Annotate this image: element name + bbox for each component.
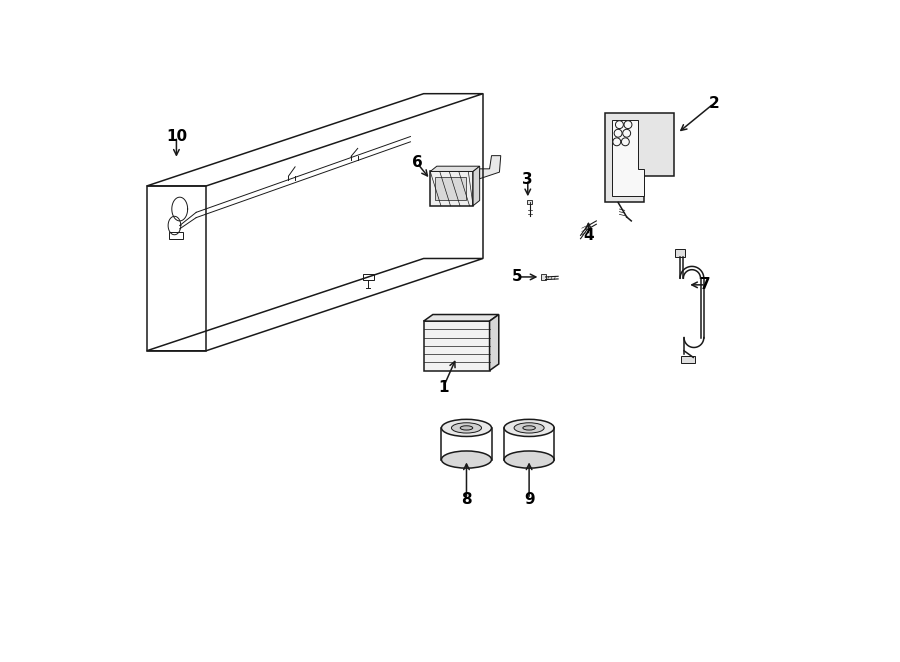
Polygon shape bbox=[611, 120, 644, 196]
Ellipse shape bbox=[441, 419, 491, 436]
Bar bbox=[430, 171, 473, 206]
Text: 6: 6 bbox=[411, 156, 422, 170]
Polygon shape bbox=[430, 166, 480, 171]
Bar bbox=[424, 321, 490, 371]
Polygon shape bbox=[473, 166, 480, 206]
Text: 9: 9 bbox=[524, 492, 535, 506]
Circle shape bbox=[624, 120, 632, 128]
Circle shape bbox=[616, 120, 624, 128]
Circle shape bbox=[614, 129, 622, 137]
Polygon shape bbox=[490, 314, 499, 371]
Ellipse shape bbox=[441, 451, 491, 468]
Text: 5: 5 bbox=[512, 269, 523, 285]
Text: 2: 2 bbox=[708, 96, 719, 111]
Polygon shape bbox=[480, 156, 500, 179]
Text: 8: 8 bbox=[461, 492, 472, 506]
Text: 7: 7 bbox=[700, 277, 711, 293]
Polygon shape bbox=[605, 113, 674, 203]
Circle shape bbox=[613, 138, 621, 146]
Circle shape bbox=[623, 129, 631, 137]
Bar bbox=[436, 177, 466, 201]
Bar bbox=[527, 200, 533, 204]
Bar bbox=[363, 273, 374, 280]
Ellipse shape bbox=[523, 426, 536, 430]
Ellipse shape bbox=[504, 451, 554, 468]
Text: 10: 10 bbox=[166, 129, 187, 144]
Ellipse shape bbox=[452, 423, 482, 433]
Text: 1: 1 bbox=[438, 379, 449, 395]
Bar bbox=[681, 356, 695, 363]
Circle shape bbox=[621, 138, 629, 146]
Ellipse shape bbox=[504, 419, 554, 436]
Polygon shape bbox=[424, 314, 499, 321]
Text: 3: 3 bbox=[523, 172, 533, 187]
Ellipse shape bbox=[514, 423, 544, 433]
Text: 4: 4 bbox=[583, 228, 594, 243]
Bar bbox=[675, 250, 685, 257]
Bar bbox=[541, 274, 545, 279]
Ellipse shape bbox=[460, 426, 473, 430]
Bar bbox=[168, 232, 183, 239]
